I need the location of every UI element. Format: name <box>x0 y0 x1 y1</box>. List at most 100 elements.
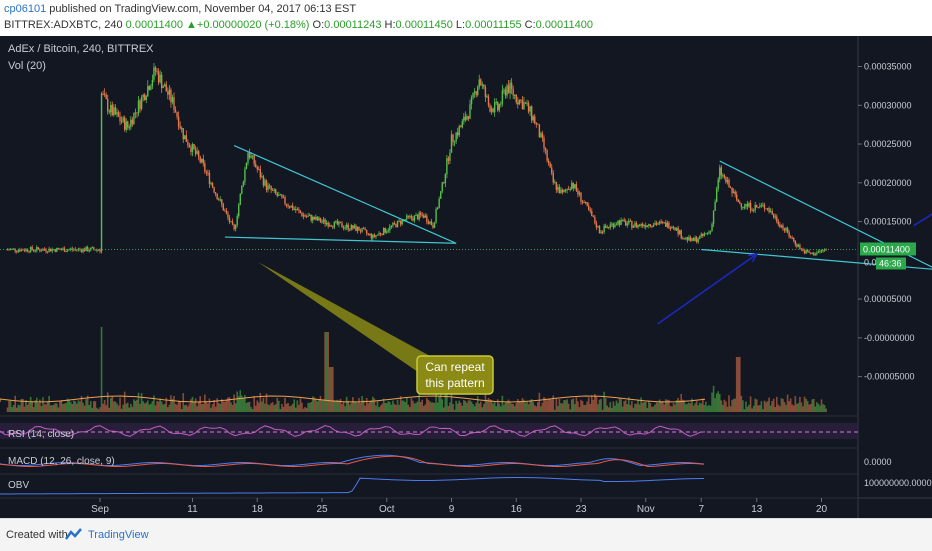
callout-box[interactable] <box>416 355 494 395</box>
volume-bar <box>504 402 507 412</box>
volume-bar <box>111 396 114 412</box>
volume-bar <box>746 406 749 412</box>
candle-body <box>23 250 26 252</box>
volume-bar <box>352 397 354 412</box>
volume-bar <box>459 402 462 412</box>
candle-body <box>580 192 582 202</box>
candle-body <box>17 249 19 252</box>
time-axis[interactable]: Sep 11 18 25 Oct 9 16 23 Nov 7 13 20 <box>91 498 827 515</box>
chart-svg[interactable]: Can repeat this pattern AdEx / Bitcoin, … <box>0 36 932 518</box>
candle-body <box>164 84 166 87</box>
volume-bar <box>392 400 394 412</box>
volume-bar <box>661 401 664 412</box>
volume-bar <box>254 405 257 412</box>
volume-bar <box>788 401 790 412</box>
volume-bar <box>128 407 131 412</box>
trendline[interactable] <box>233 145 457 244</box>
volume-bar <box>823 404 826 412</box>
volume-bar <box>23 406 26 412</box>
candle-body <box>728 179 730 188</box>
volume-bar <box>594 394 596 412</box>
candle-body <box>769 211 772 213</box>
volume-bar <box>99 407 101 412</box>
candle-body <box>603 225 605 232</box>
candle-body <box>375 235 377 237</box>
candle-body <box>410 216 413 219</box>
volume-bar <box>389 401 391 412</box>
volume-bar <box>680 393 683 412</box>
candle-body <box>569 189 571 191</box>
volume-bar <box>473 406 476 412</box>
candle-body <box>819 250 821 252</box>
volume-bar <box>641 402 644 412</box>
volume-bar <box>527 404 530 412</box>
y-tick-label: 0.00005000 <box>864 294 912 304</box>
chart-area[interactable]: Can repeat this pattern AdEx / Bitcoin, … <box>0 36 932 518</box>
candle-body <box>504 89 507 96</box>
candle-body <box>409 216 411 218</box>
candle-body <box>712 210 715 224</box>
arrow-line[interactable] <box>657 253 758 325</box>
trendline[interactable] <box>224 236 457 244</box>
candle-body <box>310 215 312 221</box>
volume-bar <box>119 397 121 412</box>
volume-bar <box>160 401 163 412</box>
candle-body <box>396 220 399 228</box>
candle-body <box>803 250 806 254</box>
volume-bar <box>273 405 276 412</box>
candle-body <box>419 212 422 215</box>
volume-bar <box>131 406 134 412</box>
trendlines[interactable] <box>224 145 932 270</box>
price-axis[interactable]: 0.00035000 0.00030000 0.00025000 0.00020000… <box>858 62 915 382</box>
volume-bar <box>475 402 477 412</box>
candle-body <box>390 225 393 227</box>
volume-bar <box>780 398 783 412</box>
countdown-tag <box>876 257 906 270</box>
candle-body <box>173 97 175 110</box>
volume-bar <box>584 404 587 412</box>
candle-body <box>79 248 81 250</box>
volume-bar <box>481 407 484 412</box>
candle-body <box>34 250 36 252</box>
volume-bar <box>446 389 448 412</box>
arrow-line[interactable] <box>913 177 932 227</box>
candle-body <box>315 216 317 220</box>
volume-bar <box>412 400 414 412</box>
volume-bar <box>45 404 47 412</box>
candle-body <box>555 182 558 190</box>
last-price-tag <box>860 242 916 256</box>
candle-body <box>367 233 369 235</box>
volume-bar <box>731 399 733 412</box>
volume-bar <box>564 400 567 412</box>
candle-body <box>427 221 430 224</box>
tradingview-brand-link[interactable]: TradingView <box>88 529 149 541</box>
volume-bar <box>543 397 545 412</box>
volume-bar <box>89 401 92 412</box>
arrows[interactable] <box>657 177 932 325</box>
volume-bar <box>190 399 192 412</box>
volume-bar <box>130 403 132 412</box>
candle-body <box>771 211 773 215</box>
candle-body <box>626 223 628 226</box>
author-link[interactable]: cp06101 <box>4 3 47 15</box>
volume-bar <box>168 404 171 412</box>
rsi-label: RSI (14, close) <box>8 429 74 440</box>
volume-bar <box>678 400 681 412</box>
candle-body <box>290 205 292 208</box>
callout[interactable]: Can repeat this pattern <box>258 262 494 395</box>
volume-bar <box>635 403 638 412</box>
volume-bar <box>717 391 720 412</box>
volume-bar <box>648 400 650 412</box>
candle-body <box>224 210 226 212</box>
volume-bar <box>644 401 647 412</box>
candle-body <box>381 234 383 236</box>
volume-bar <box>569 409 572 412</box>
volume-bar <box>217 402 220 412</box>
volume-bar <box>410 398 413 412</box>
candle-body <box>125 121 127 130</box>
volume-bar <box>614 405 616 412</box>
obv-label: OBV <box>8 480 29 491</box>
candle-body <box>285 203 288 206</box>
volume-bar <box>620 399 622 412</box>
candle-body <box>598 226 601 234</box>
